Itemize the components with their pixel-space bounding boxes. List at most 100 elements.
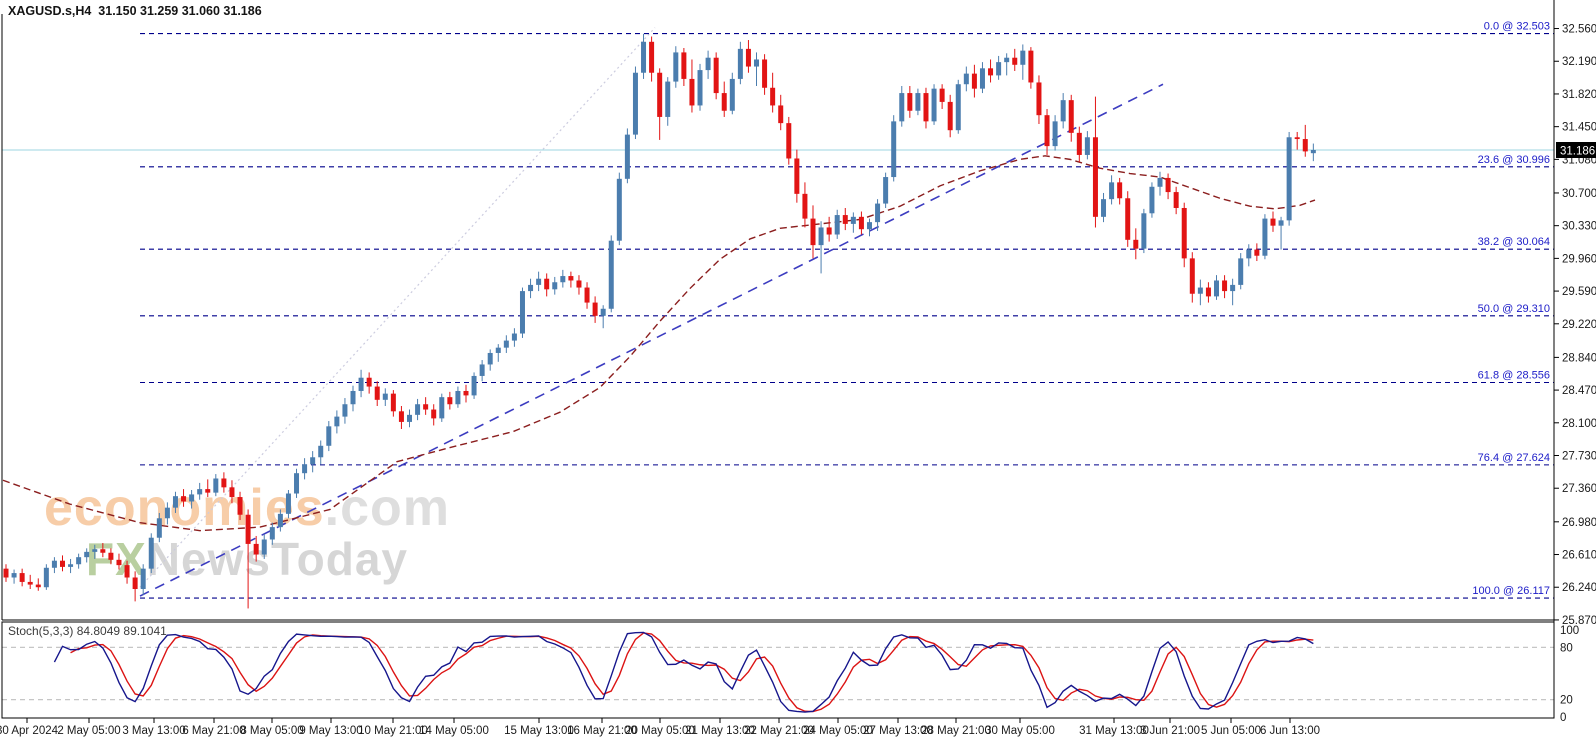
candle-bullish — [891, 121, 897, 178]
price-tick-label: 27.730 — [1562, 451, 1596, 463]
price-tick-label: 32.190 — [1562, 56, 1596, 68]
candle-bearish — [713, 57, 719, 94]
candle-bullish — [1101, 199, 1107, 217]
candle-bullish — [955, 84, 961, 131]
candle-bullish — [697, 70, 703, 106]
candle-bullish — [979, 68, 985, 89]
price-tick-label: 26.240 — [1562, 582, 1596, 594]
price-tick-label: 32.560 — [1562, 24, 1596, 36]
candle-bearish — [649, 41, 655, 73]
time-tick-label: 15 May 13:00 — [504, 725, 574, 737]
candle-bullish — [1286, 137, 1292, 221]
price-tick-label: 29.220 — [1562, 319, 1596, 331]
candle-bullish — [1109, 182, 1115, 200]
candle-bullish — [552, 282, 558, 290]
time-tick-label: 30 May 05:00 — [985, 725, 1055, 737]
candle-bullish — [1262, 218, 1268, 256]
stoch-panel-border — [1, 621, 1555, 719]
candle-bullish — [358, 377, 364, 391]
time-tick-label: 20 May 05:00 — [625, 725, 695, 737]
candle-bullish — [915, 93, 921, 111]
fib-level-label: 61.8 @ 28.556 — [1478, 369, 1550, 381]
candle-bullish — [326, 426, 332, 446]
candle-bullish — [455, 390, 461, 405]
stoch-axis-label: 100 — [1560, 625, 1579, 637]
fib-level-label: 23.6 @ 30.996 — [1478, 154, 1550, 166]
candle-bearish — [907, 93, 913, 111]
candle-bullish — [172, 496, 178, 508]
time-tick-label: 3 Jun 21:00 — [1140, 725, 1200, 737]
candle-bearish — [1222, 280, 1228, 292]
candle-bearish — [3, 568, 9, 578]
price-tick-label: 26.610 — [1562, 550, 1596, 562]
stoch-main-line — [53, 631, 1314, 713]
price-tick-label: 29.960 — [1562, 253, 1596, 265]
candle-bullish — [495, 347, 501, 353]
gray-dotted-trendline[interactable] — [139, 27, 656, 588]
candle-bearish — [794, 158, 800, 194]
candle-bullish — [197, 489, 203, 495]
candle-bearish — [132, 577, 138, 589]
candle-bearish — [181, 496, 187, 502]
candle-bullish — [487, 352, 493, 365]
candle-bearish — [1294, 137, 1300, 140]
time-tick-label: 16 May 21:00 — [567, 725, 637, 737]
candle-bullish — [1157, 177, 1163, 187]
candle-bullish — [899, 93, 905, 122]
candle-bearish — [1068, 100, 1074, 133]
time-tick-label: 27 May 13:00 — [863, 725, 933, 737]
candle-bearish — [253, 543, 259, 555]
candle-bearish — [858, 216, 864, 230]
blue-dashed-trendline[interactable] — [139, 83, 1164, 597]
candle-bearish — [1189, 258, 1195, 294]
candle-bullish — [415, 404, 421, 415]
candle-bearish — [1028, 50, 1034, 83]
price-tick-label: 30.700 — [1562, 188, 1596, 200]
fib-level-label: 76.4 @ 27.624 — [1478, 452, 1550, 464]
time-tick-label: 22 May 21:00 — [744, 725, 814, 737]
time-tick-label: 10 May 21:00 — [358, 725, 428, 737]
candle-bearish — [1117, 182, 1123, 199]
candle-bullish — [68, 564, 74, 567]
candle-bullish — [51, 560, 57, 568]
candle-bearish — [681, 52, 687, 79]
time-tick-label: 2 May 05:00 — [57, 725, 120, 737]
candle-bullish — [479, 364, 485, 376]
candle-bullish — [818, 227, 824, 246]
candle-bearish — [1044, 115, 1050, 147]
price-tick-label: 28.100 — [1562, 418, 1596, 430]
candle-bearish — [447, 397, 453, 405]
candle-bearish — [810, 218, 816, 246]
candle-bearish — [1012, 57, 1018, 65]
candle-bullish — [511, 333, 517, 341]
candle-bearish — [778, 105, 784, 124]
candle-bearish — [657, 72, 663, 117]
candle-bullish — [834, 215, 840, 235]
candle-bearish — [592, 302, 598, 316]
candle-bullish — [84, 551, 90, 558]
moving-average-line[interactable] — [2, 155, 1316, 532]
candle-bearish — [826, 227, 832, 235]
candle-bearish — [745, 48, 751, 67]
candle-bullish — [503, 340, 509, 348]
candle-bearish — [398, 411, 404, 422]
candle-bullish — [931, 88, 937, 122]
stoch-axis-label: 80 — [1560, 642, 1573, 654]
candle-bullish — [624, 134, 630, 179]
candle-bullish — [1238, 258, 1244, 285]
candle-bullish — [164, 507, 170, 519]
candle-bullish — [729, 78, 735, 111]
candle-bearish — [431, 409, 437, 419]
candle-bullish — [318, 445, 324, 458]
time-tick-label: 31 May 13:00 — [1079, 725, 1149, 737]
candle-bearish — [939, 88, 945, 102]
candle-bearish — [366, 377, 372, 387]
candle-bullish — [1246, 249, 1252, 259]
candle-bearish — [108, 552, 114, 560]
time-tick-label: 28 May 21:00 — [921, 725, 991, 737]
candle-bullish — [1052, 121, 1058, 147]
candle-bullish — [1310, 150, 1316, 154]
candle-bullish — [528, 284, 534, 292]
